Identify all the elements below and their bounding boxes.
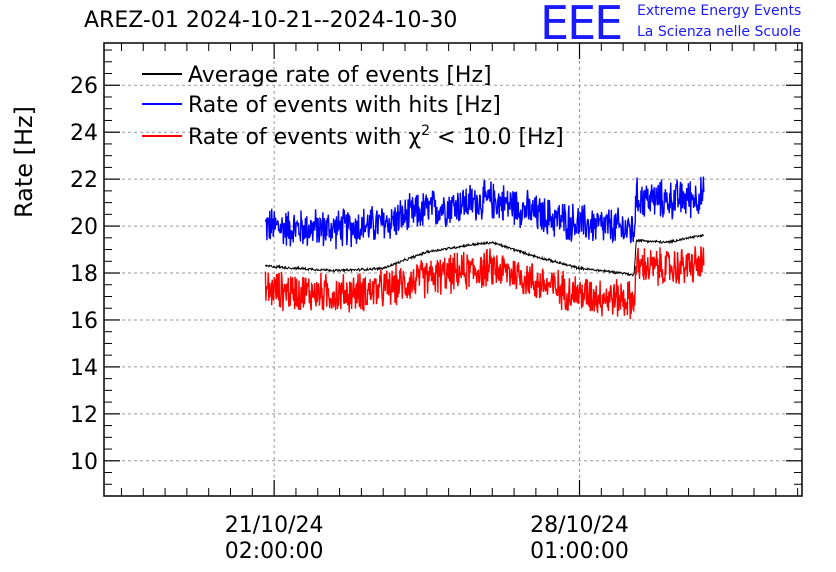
y-tick-label: 18 [70,262,98,287]
legend: Average rate of events [Hz] Rate of event… [142,63,564,150]
logo-line-1: Extreme Energy Events [637,3,802,19]
chart-title: AREZ-01 2024-10-21--2024-10-30 [84,8,458,33]
x-tick-date: 21/10/24 [225,513,324,538]
y-tick-label: 20 [70,215,98,240]
y-tick-label: 24 [70,121,98,146]
y-tick-label: 22 [70,168,98,193]
series-bands [264,176,705,320]
y-tick-label: 14 [70,356,98,381]
x-tick-time: 01:00:00 [530,539,629,564]
y-tick-label: 10 [70,450,98,475]
x-tick-date: 28/10/24 [530,513,629,538]
axis-ticks [104,43,802,497]
series-line-0 [264,233,705,277]
series-line-2 [264,246,705,320]
y-tick-label: 16 [70,309,98,334]
y-tick-labels: 10 12 14 16 18 20 22 24 26 [70,74,98,475]
plot-frame [103,42,803,497]
x-tick-time: 02:00:00 [225,539,324,564]
legend-label-1: Rate of events with hits [Hz] [188,93,501,118]
legend-label-0: Average rate of events [Hz] [188,63,492,88]
legend-label-2: Rate of events with χ2 < 10.0 [Hz] [188,123,564,150]
y-tick-label: 12 [70,403,98,428]
y-tick-label: 26 [70,74,98,99]
logo-line-2: La Scienza nelle Scuole [637,24,802,40]
eee-logo: EEE [540,0,623,50]
y-axis-label: Rate [Hz] [10,106,38,218]
series-line-1 [264,176,705,250]
